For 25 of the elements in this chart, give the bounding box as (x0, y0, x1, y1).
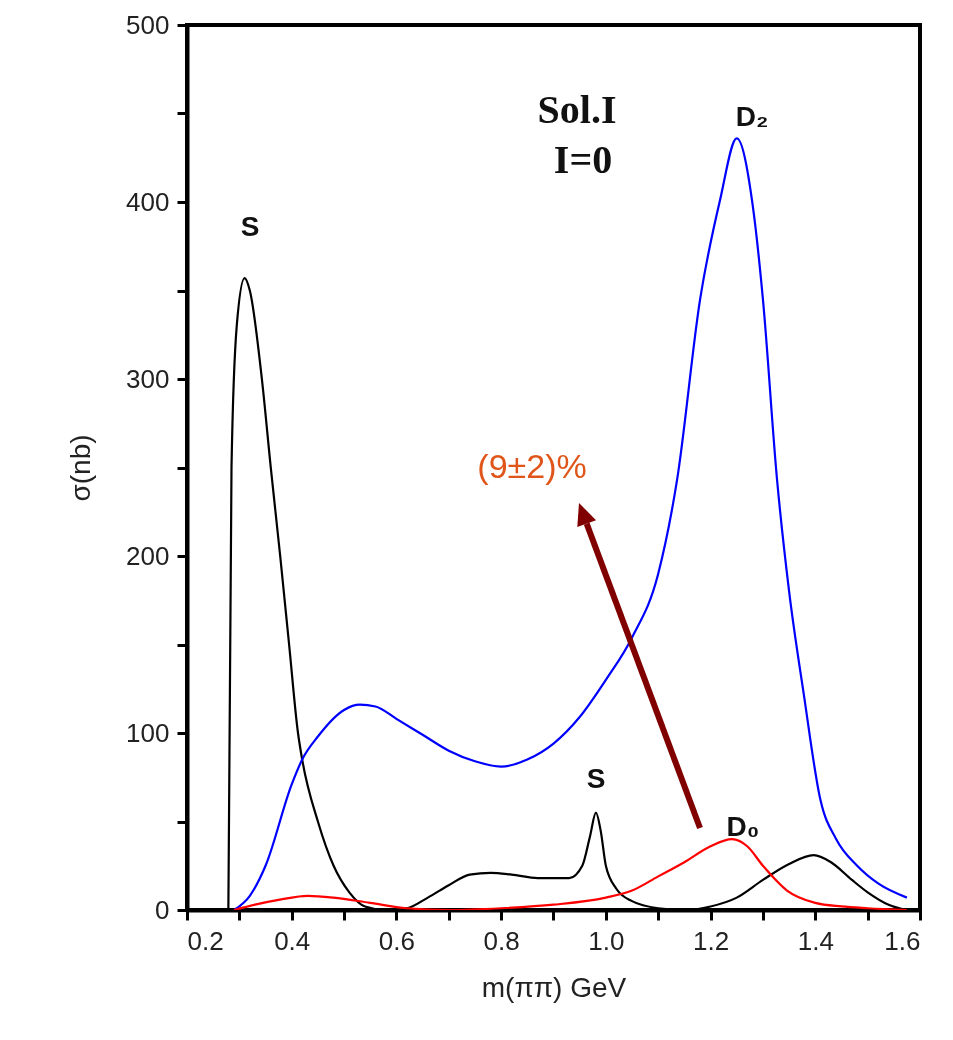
line-series (233, 838, 909, 910)
annotation: S (240, 211, 260, 242)
x-tick-label: 0.8 (483, 925, 520, 956)
x-tick-label: 1.4 (797, 925, 834, 956)
x-tick-label: 1.2 (692, 925, 730, 956)
annotation: S (586, 763, 606, 794)
x-axis-title: m(ππ) GeV (481, 971, 627, 1003)
y-tick-label: 100 (126, 717, 170, 748)
y-tick-label: 200 (126, 540, 170, 571)
x-tick-label: 1.0 (588, 925, 625, 956)
annotation: D₀ (726, 811, 760, 842)
y-axis-title: σ(nb) (65, 434, 97, 502)
x-tick-label: 1.6 (884, 925, 921, 956)
annotation: (9±2)% (477, 447, 587, 485)
line-series (233, 137, 909, 910)
y-tick-label: 500 (126, 9, 170, 40)
x-tick-label: 0.4 (274, 925, 311, 956)
annotation: Sol.I (537, 87, 617, 132)
annotation: D₂ (735, 101, 769, 132)
y-tick-label: 0 (155, 894, 170, 925)
annotation: I=0 (553, 137, 613, 182)
y-tick-label: 300 (126, 363, 170, 394)
x-tick-label: 0.6 (378, 925, 416, 956)
x-tick-label: 0.2 (187, 925, 224, 956)
y-tick-label: 400 (126, 186, 170, 217)
